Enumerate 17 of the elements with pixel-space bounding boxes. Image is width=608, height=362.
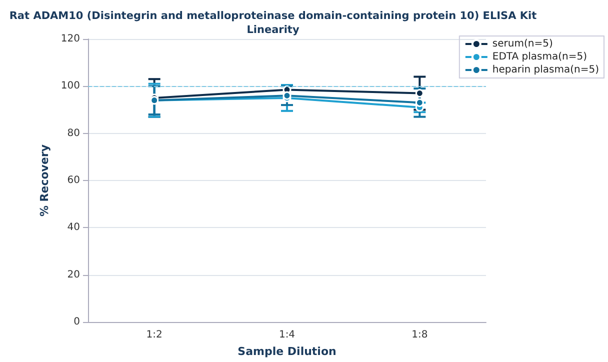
x-tick-label: 1:4 bbox=[278, 330, 296, 340]
y-tick-label: 100 bbox=[60, 80, 80, 92]
y-tick-label: 20 bbox=[67, 269, 80, 280]
legend-label: serum(n=5) bbox=[492, 38, 553, 50]
y-tick-label: 0 bbox=[74, 316, 80, 328]
point bbox=[282, 91, 292, 100]
y-tick-label: 80 bbox=[67, 128, 80, 139]
legend-label: EDTA plasma(n=5) bbox=[492, 52, 588, 62]
point bbox=[415, 98, 424, 107]
y-axis-title: % Recovery bbox=[38, 144, 52, 217]
y-tick-label: 60 bbox=[67, 175, 80, 186]
y-tick-label: 120 bbox=[60, 34, 80, 44]
y-tick-label: 40 bbox=[67, 222, 80, 234]
x-tick-label: 1:2 bbox=[146, 330, 162, 340]
x-tick-label: 1:8 bbox=[412, 330, 428, 340]
x-axis-title: Sample Dilution bbox=[238, 345, 336, 358]
legend-label: heparin plasma(n=5) bbox=[492, 64, 600, 76]
